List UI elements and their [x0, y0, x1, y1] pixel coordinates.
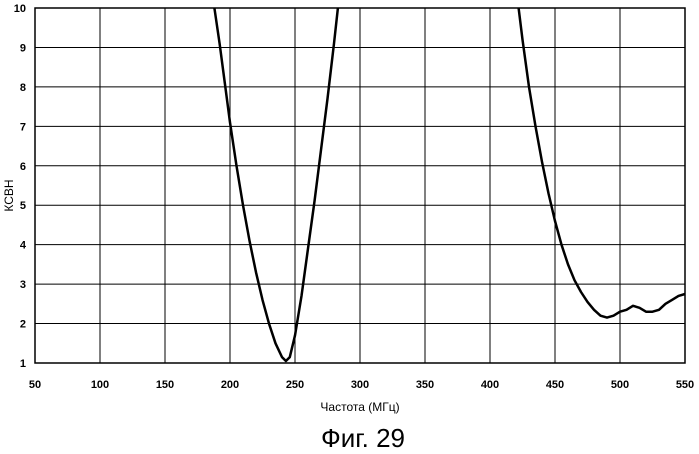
grid [35, 8, 685, 363]
vswr-curve-segment [519, 8, 685, 318]
x-tick-label: 450 [546, 379, 564, 391]
x-tick-label: 150 [156, 379, 174, 391]
x-tick-label: 50 [29, 379, 41, 391]
y-tick-label: 9 [20, 42, 26, 54]
x-tick-label: 200 [221, 379, 239, 391]
y-axis-label: КСВН [2, 179, 16, 211]
x-tick-label: 400 [481, 379, 499, 391]
series [214, 8, 685, 361]
y-tick-label: 3 [20, 279, 26, 291]
y-tick-label: 7 [20, 121, 26, 133]
x-tick-label: 350 [416, 379, 434, 391]
y-tick-label: 2 [20, 319, 26, 331]
y-tick-label: 4 [20, 240, 27, 252]
y-tick-label: 10 [14, 3, 26, 15]
x-tick-label: 500 [611, 379, 629, 391]
x-tick-label: 250 [286, 379, 304, 391]
x-tick-label: 100 [91, 379, 109, 391]
tick-labels: 50 100 150 200 250 300 350 400 450 500 550 1 2 3 4 5 6 7 8… [14, 3, 694, 391]
y-tick-label: 6 [20, 161, 26, 173]
x-axis-label: Частота (МГц) [320, 400, 399, 414]
x-tick-label: 550 [676, 379, 694, 391]
x-tick-label: 300 [351, 379, 369, 391]
vswr-curve-segment [214, 8, 338, 361]
y-tick-label: 1 [20, 358, 26, 370]
y-tick-label: 5 [20, 200, 26, 212]
figure-caption: Фиг. 29 [321, 423, 405, 453]
y-tick-label: 8 [20, 82, 26, 94]
